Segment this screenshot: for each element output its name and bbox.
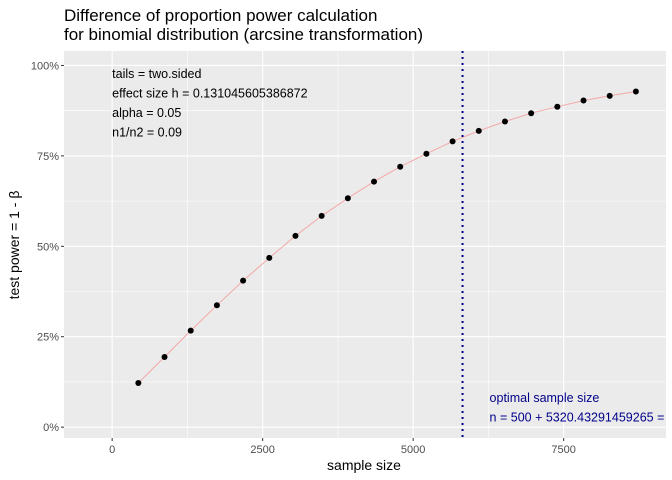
data-point	[580, 97, 587, 104]
data-point	[501, 118, 508, 125]
y-tick-label: 25%	[37, 332, 59, 344]
data-point	[554, 103, 561, 110]
axes: 0 2500 5000 7500 0% 25% 50% 75% 100%	[31, 60, 576, 456]
x-tick-label: 5000	[401, 444, 425, 456]
annotations: tails = two.sided effect size h = 0.13104…	[112, 67, 664, 425]
x-tick-label: 7500	[551, 444, 575, 456]
data-point	[371, 178, 378, 185]
data-point	[161, 353, 168, 360]
optimal-sample-size-annotation: n = 500 + 5320.43291459265 =	[490, 411, 665, 425]
parameter-annotation: alpha = 0.05	[112, 106, 181, 120]
data-point	[449, 138, 456, 145]
y-axis-title: test power = 1 - β	[6, 191, 22, 300]
y-tick-label: 50%	[37, 241, 59, 253]
x-axis-title: sample size	[327, 457, 401, 473]
data-point	[606, 92, 613, 99]
data-point	[187, 327, 194, 334]
x-tick-label: 2500	[250, 444, 274, 456]
y-tick-label: 0%	[43, 422, 59, 434]
optimal-sample-size-annotation: optimal sample size	[490, 391, 600, 405]
data-point	[135, 380, 142, 387]
data-point	[423, 150, 430, 157]
data-layer	[135, 51, 639, 438]
data-point	[475, 127, 482, 134]
data-point	[266, 254, 273, 261]
y-tick-label: 75%	[37, 151, 59, 163]
data-point	[318, 212, 325, 219]
parameter-annotation: tails = two.sided	[112, 67, 201, 81]
y-tick-label: 100%	[31, 60, 59, 72]
data-point	[632, 88, 639, 95]
chart-title-line-2: for binomial distribution (arcsine trans…	[64, 25, 423, 44]
data-point	[397, 163, 404, 170]
chart-title-line-1: Difference of proportion power calculati…	[64, 6, 377, 25]
power-curve-line	[137, 91, 636, 384]
grid-lines	[64, 51, 666, 438]
plot-panel	[64, 51, 666, 438]
data-point	[213, 302, 220, 309]
parameter-annotation: effect size h = 0.131045605386872	[112, 87, 307, 101]
data-point	[344, 195, 351, 202]
data-point	[292, 232, 299, 239]
parameter-annotation: n1/n2 = 0.09	[112, 126, 182, 140]
data-point	[240, 277, 247, 284]
data-point	[528, 110, 535, 117]
x-tick-label: 0	[109, 444, 115, 456]
